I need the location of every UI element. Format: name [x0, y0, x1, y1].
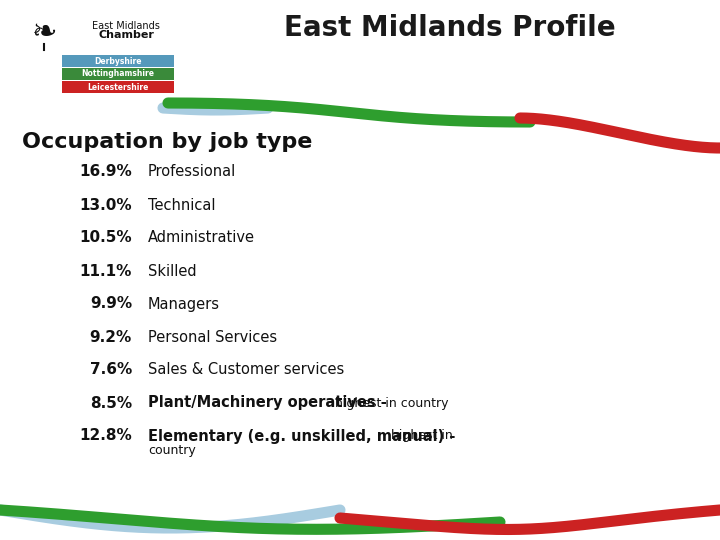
Text: Professional: Professional [148, 165, 236, 179]
Text: highest in country: highest in country [330, 396, 448, 409]
Text: Administrative: Administrative [148, 231, 255, 246]
Bar [62, 55, 174, 67]
Text: 9.9%: 9.9% [90, 296, 132, 312]
Text: 7.6%: 7.6% [90, 362, 132, 377]
Text: 12.8%: 12.8% [79, 429, 132, 443]
Text: 11.1%: 11.1% [80, 264, 132, 279]
Text: East Midlands: East Midlands [92, 21, 160, 31]
Text: Personal Services: Personal Services [148, 329, 277, 345]
Text: Sales & Customer services: Sales & Customer services [148, 362, 344, 377]
Text: Skilled: Skilled [148, 264, 197, 279]
Text: Technical: Technical [148, 198, 215, 213]
Text: Managers: Managers [148, 296, 220, 312]
Text: 9.2%: 9.2% [90, 329, 132, 345]
Bar [62, 81, 174, 93]
Text: 13.0%: 13.0% [79, 198, 132, 213]
Text: Leicestershire: Leicestershire [87, 83, 149, 91]
Text: country: country [148, 444, 196, 457]
Text: ❧: ❧ [31, 17, 57, 46]
Text: East Midlands Profile: East Midlands Profile [284, 14, 616, 42]
Text: 10.5%: 10.5% [79, 231, 132, 246]
Text: 16.9%: 16.9% [79, 165, 132, 179]
Text: 8.5%: 8.5% [90, 395, 132, 410]
Text: Nottinghamshire: Nottinghamshire [81, 70, 155, 78]
Text: Derbyshire: Derbyshire [94, 57, 142, 65]
Text: Chamber: Chamber [98, 30, 154, 40]
Text: Occupation by job type: Occupation by job type [22, 132, 312, 152]
Text: highest in: highest in [387, 429, 453, 442]
Bar [62, 68, 174, 80]
Text: Elementary (e.g. unskilled, manual) -: Elementary (e.g. unskilled, manual) - [148, 429, 455, 443]
Text: Plant/Machinery operatives -: Plant/Machinery operatives - [148, 395, 387, 410]
